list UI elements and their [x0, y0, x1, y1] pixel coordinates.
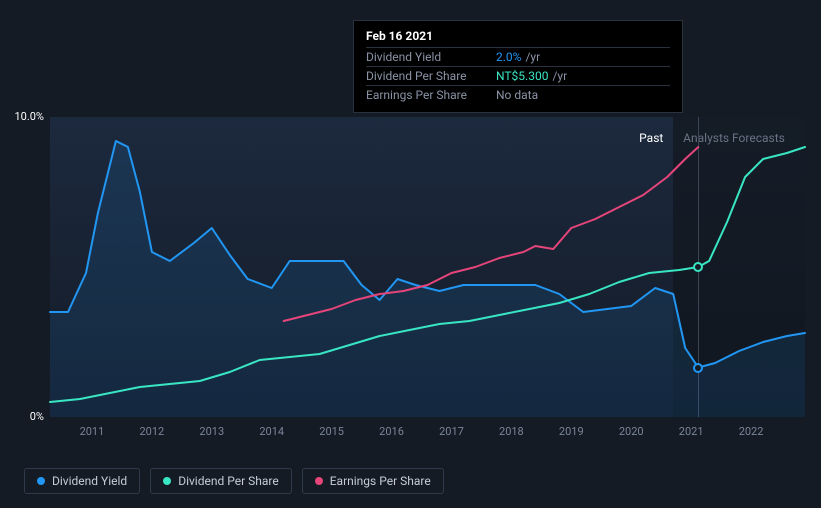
x-axis-label: 2014 [259, 425, 284, 438]
legend-label: Dividend Per Share [178, 474, 279, 488]
x-axis-labels: 2011 2012 2013 2014 2015 2016 2017 2018 2019 2020… [50, 425, 805, 445]
y-axis-label-top: 10.0% [14, 110, 44, 123]
y-axis-label-bottom: 0% [30, 410, 44, 423]
chart-area[interactable]: Past Analysts Forecasts 10.0% 0% [50, 117, 805, 417]
chart-marker [693, 262, 703, 272]
legend-item-dividend-yield[interactable]: Dividend Yield [24, 468, 140, 494]
legend-item-earnings-per-share[interactable]: Earnings Per Share [302, 468, 444, 494]
legend: Dividend Yield Dividend Per Share Earnings… [24, 468, 444, 494]
tooltip: Feb 16 2021 Dividend Yield2.0%/yrDividen… [353, 20, 683, 113]
tooltip-row: Dividend Yield2.0%/yr [366, 47, 670, 66]
x-axis-label: 2015 [319, 425, 344, 438]
x-axis-label: 2012 [139, 425, 164, 438]
legend-label: Earnings Per Share [330, 474, 431, 488]
legend-label: Dividend Yield [52, 474, 127, 488]
x-axis-label: 2013 [199, 425, 224, 438]
chart-marker [693, 363, 703, 373]
x-axis-label: 2018 [499, 425, 524, 438]
legend-dot-icon [163, 477, 171, 485]
tooltip-row: Earnings Per ShareNo data [366, 85, 670, 104]
legend-dot-icon [315, 477, 323, 485]
legend-item-dividend-per-share[interactable]: Dividend Per Share [150, 468, 292, 494]
x-axis-label: 2019 [559, 425, 584, 438]
x-axis-label: 2011 [80, 425, 105, 438]
tooltip-row: Dividend Per ShareNT$5.300/yr [366, 66, 670, 85]
tooltip-title: Feb 16 2021 [366, 29, 670, 43]
chart-svg [50, 117, 805, 417]
x-axis-label: 2020 [619, 425, 644, 438]
x-axis-label: 2022 [739, 425, 764, 438]
x-axis-label: 2016 [379, 425, 404, 438]
x-axis-label: 2017 [439, 425, 464, 438]
legend-dot-icon [37, 477, 45, 485]
x-axis-label: 2021 [679, 425, 704, 438]
